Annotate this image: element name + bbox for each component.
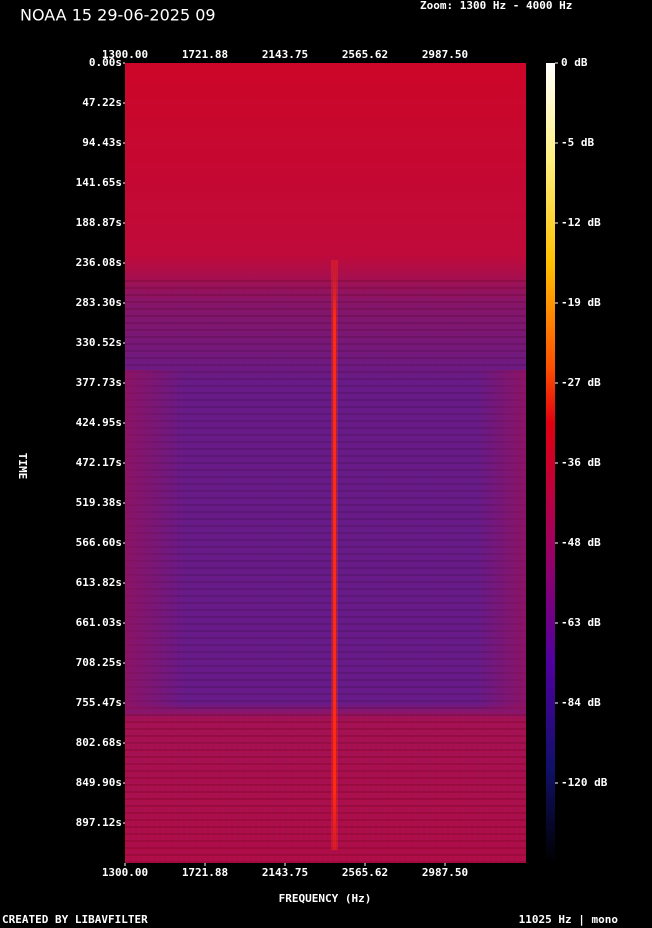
colorbar — [546, 63, 555, 863]
x-tick-label: 1721.88 — [182, 48, 228, 61]
y-tick-label: 377.73s — [76, 376, 122, 389]
y-tick-label: 0.00s — [89, 56, 122, 69]
y-tick-label: 283.30s — [76, 296, 122, 309]
colorbar-tick-label: -27 dB — [561, 376, 601, 389]
y-tick-label: 424.95s — [76, 416, 122, 429]
y-tick-label: 472.17s — [76, 456, 122, 469]
chart-title: NOAA 15 29-06-2025 09 — [20, 6, 216, 25]
x-tick-label: 2565.62 — [342, 866, 388, 879]
y-tick-label: 849.90s — [76, 776, 122, 789]
x-tick-label: 2143.75 — [262, 48, 308, 61]
x-axis-label: FREQUENCY (Hz) — [279, 892, 372, 905]
x-tick-label: 2987.50 — [422, 48, 468, 61]
y-tick-label: 188.87s — [76, 216, 122, 229]
spectrogram — [125, 63, 526, 863]
x-tick-label: 2143.75 — [262, 866, 308, 879]
x-tick-label: 2987.50 — [422, 866, 468, 879]
x-tick-label: 1300.00 — [102, 866, 148, 879]
y-tick-label: 330.52s — [76, 336, 122, 349]
y-tick-label: 236.08s — [76, 256, 122, 269]
colorbar-tick-label: -48 dB — [561, 536, 601, 549]
footer-right: 11025 Hz | mono — [519, 913, 619, 926]
y-tick-label: 94.43s — [82, 136, 122, 149]
y-tick-label: 897.12s — [76, 816, 122, 829]
colorbar-tick-label: -36 dB — [561, 456, 601, 469]
x-tick-label: 1721.88 — [182, 866, 228, 879]
y-tick-label: 566.60s — [76, 536, 122, 549]
y-tick-label: 519.38s — [76, 496, 122, 509]
colorbar-tick-label: -5 dB — [561, 136, 594, 149]
subtitle: Zoom: 1300 Hz - 4000 Hz — [420, 0, 572, 12]
colorbar-tick-label: 0 dB — [561, 56, 588, 69]
y-axis-label: TIME — [16, 453, 29, 480]
y-tick-label: 613.82s — [76, 576, 122, 589]
footer-left: CREATED BY LIBAVFILTER — [2, 913, 148, 926]
x-tick-label: 2565.62 — [342, 48, 388, 61]
colorbar-tick-label: -63 dB — [561, 616, 601, 629]
y-tick-label: 661.03s — [76, 616, 122, 629]
colorbar-tick-label: -120 dB — [561, 776, 608, 789]
y-tick-label: 708.25s — [76, 656, 122, 669]
colorbar-tick-label: -12 dB — [561, 216, 601, 229]
colorbar-tick-label: -84 dB — [561, 696, 601, 709]
y-tick-label: 802.68s — [76, 736, 122, 749]
y-tick-label: 141.65s — [76, 176, 122, 189]
colorbar-tick-label: -19 dB — [561, 296, 601, 309]
x-tick-label: 1300.00 — [102, 48, 148, 61]
y-tick-label: 755.47s — [76, 696, 122, 709]
y-tick-label: 47.22s — [82, 96, 122, 109]
